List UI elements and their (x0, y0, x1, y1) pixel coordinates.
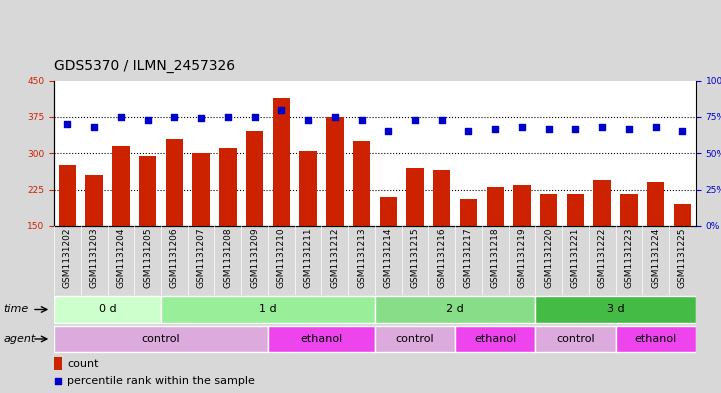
Point (302, 117, 314, 123)
Bar (647, 182, 664, 226)
Bar (567, 195, 584, 226)
Bar (193, 153, 210, 226)
Point (516, 124, 528, 130)
Text: ethanol: ethanol (634, 334, 677, 344)
Bar (407, 168, 424, 226)
Text: percentile rank within the sample: percentile rank within the sample (67, 376, 255, 386)
Bar (166, 139, 183, 226)
Text: ethanol: ethanol (301, 334, 342, 344)
Bar (86, 175, 103, 226)
Bar (58, 165, 76, 226)
Bar (460, 199, 477, 226)
Point (596, 124, 608, 130)
Point (543, 125, 554, 132)
Bar (375, 296, 535, 323)
Point (53, 378, 64, 384)
Text: agent: agent (4, 334, 36, 344)
Point (355, 117, 367, 123)
Bar (299, 151, 317, 226)
Bar (673, 204, 691, 226)
Bar (268, 326, 375, 352)
Point (410, 117, 421, 123)
Point (275, 107, 287, 113)
Bar (54, 357, 62, 369)
Bar (219, 149, 236, 226)
Point (222, 114, 234, 120)
Text: 2 d: 2 d (446, 305, 464, 314)
Point (115, 114, 127, 120)
Point (623, 125, 634, 132)
Bar (273, 97, 290, 226)
Point (676, 128, 688, 134)
Text: 0 d: 0 d (99, 305, 116, 314)
Bar (455, 326, 535, 352)
Bar (540, 195, 557, 226)
Bar (161, 296, 375, 323)
Point (463, 128, 474, 134)
Point (490, 125, 501, 132)
Bar (54, 296, 161, 323)
Point (249, 114, 260, 120)
Bar (326, 117, 343, 226)
Bar (379, 197, 397, 226)
Text: GDS5370 / ILMN_2457326: GDS5370 / ILMN_2457326 (54, 59, 235, 73)
Point (169, 114, 180, 120)
Point (383, 128, 394, 134)
Point (195, 115, 207, 121)
Point (436, 117, 448, 123)
Bar (535, 296, 696, 323)
Bar (112, 146, 130, 226)
Bar (54, 326, 268, 352)
Text: count: count (67, 358, 98, 369)
Text: control: control (142, 334, 180, 344)
Bar (139, 156, 156, 226)
Text: control: control (556, 334, 595, 344)
Point (62, 121, 74, 127)
Text: time: time (4, 305, 29, 314)
Bar (535, 326, 616, 352)
Bar (353, 141, 371, 226)
Bar (375, 326, 455, 352)
Point (570, 125, 581, 132)
Text: ethanol: ethanol (474, 334, 516, 344)
Text: 1 d: 1 d (259, 305, 277, 314)
Point (650, 124, 661, 130)
Bar (593, 180, 611, 226)
Point (142, 117, 154, 123)
Text: control: control (396, 334, 434, 344)
Text: 3 d: 3 d (607, 305, 624, 314)
Bar (433, 170, 451, 226)
Point (329, 114, 340, 120)
Bar (616, 326, 696, 352)
Point (89, 124, 100, 130)
Bar (246, 131, 263, 226)
Bar (513, 185, 531, 226)
Bar (487, 187, 504, 226)
Bar (620, 195, 637, 226)
